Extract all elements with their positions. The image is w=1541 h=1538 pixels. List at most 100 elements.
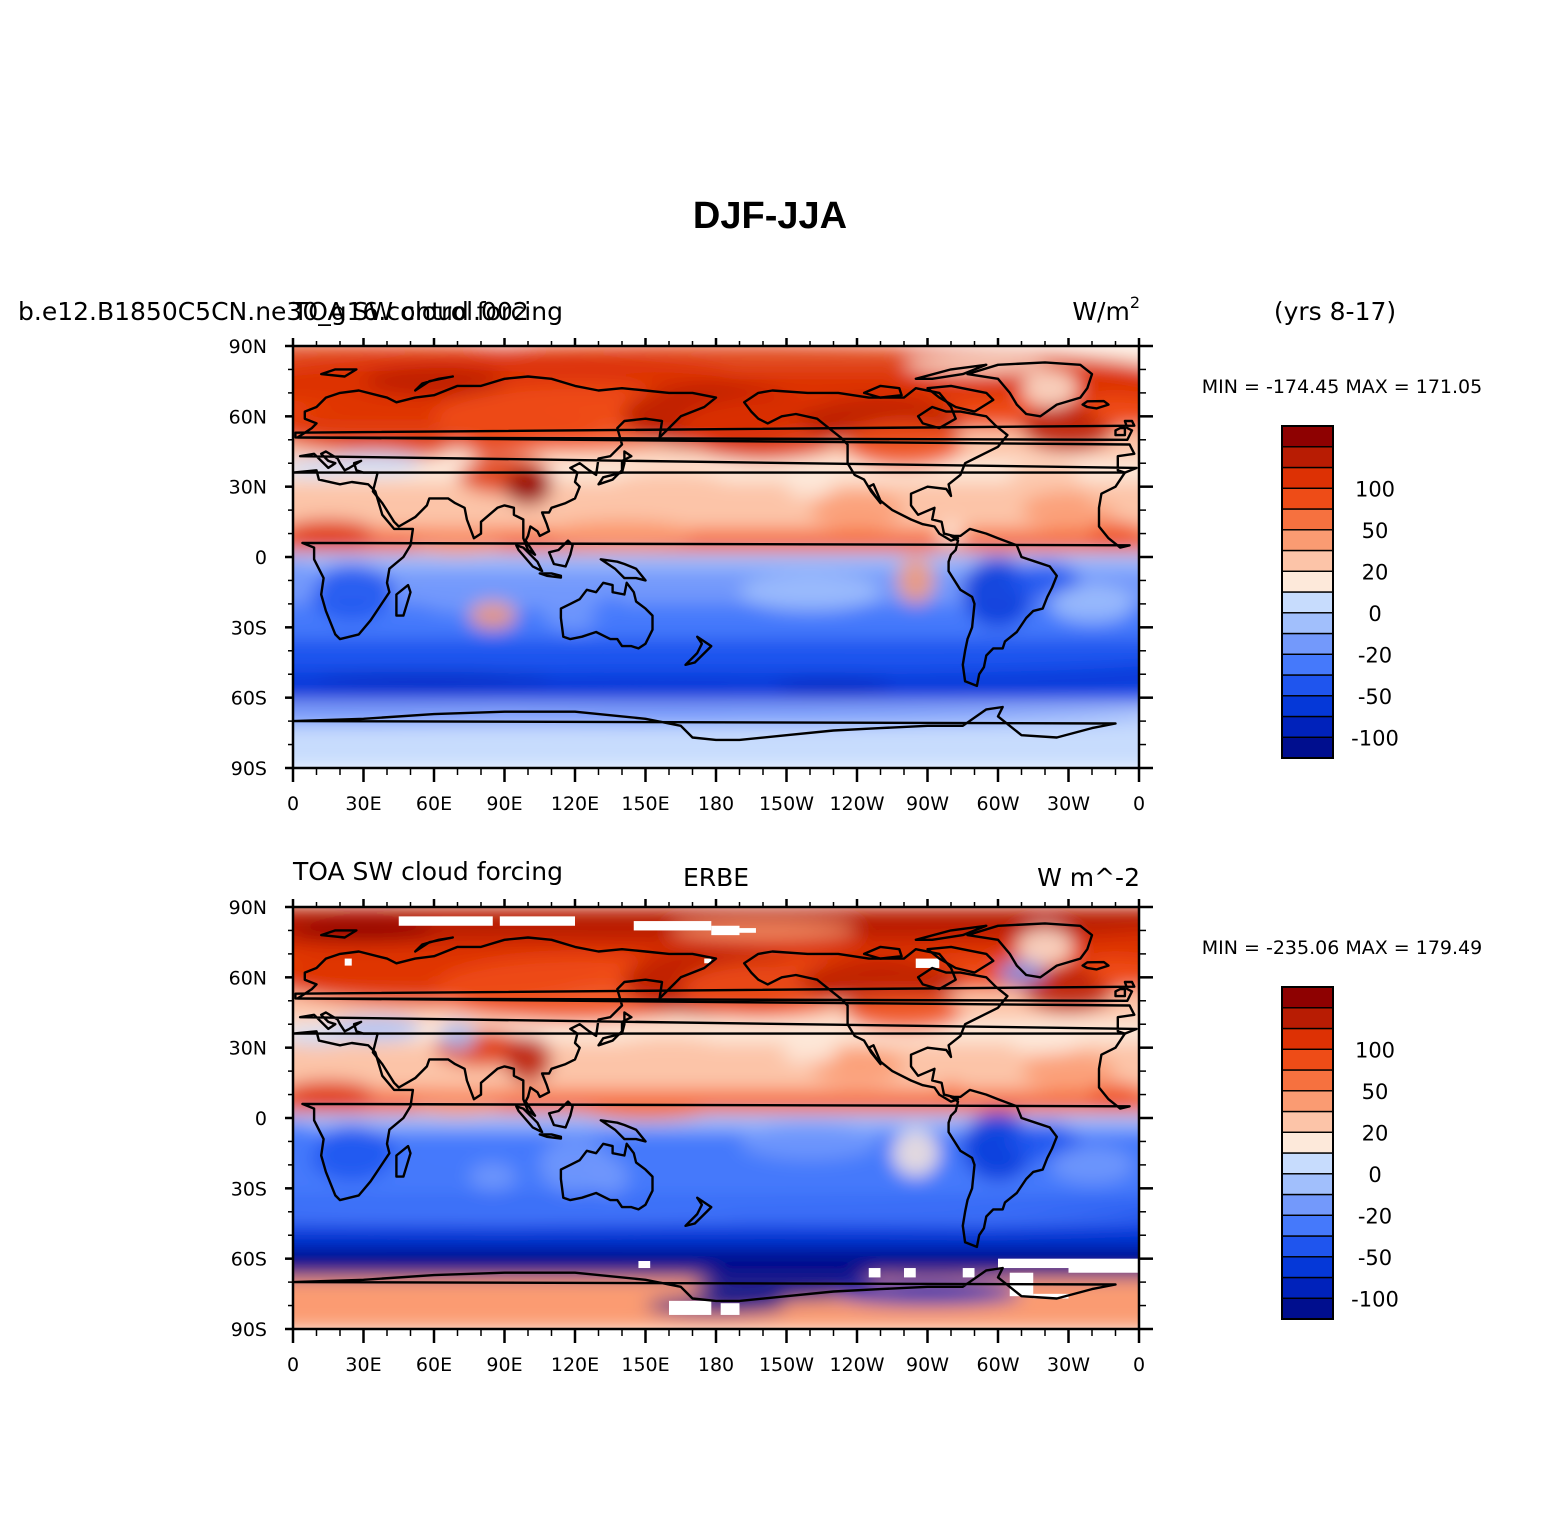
lat-tick-label: 30S <box>231 617 267 639</box>
colorbar-swatch <box>1281 508 1334 531</box>
lon-tick-label: 60W <box>977 793 1020 815</box>
lat-tick-label: 90N <box>229 336 267 358</box>
lon-tick-label: 60W <box>977 1354 1020 1376</box>
panel-right-title: (yrs 8-17) <box>1274 297 1396 326</box>
colorbar-swatch <box>1281 549 1334 572</box>
lat-tick-label: 60S <box>231 688 267 710</box>
colorbar-swatch <box>1281 466 1334 489</box>
lon-tick-label: 150E <box>621 1354 669 1376</box>
lat-tick-label: 60N <box>229 967 267 989</box>
colorbar-swatch <box>1281 1027 1334 1050</box>
lat-tick-label: 0 <box>255 547 267 569</box>
colorbar: 100 50 20 0 -20 -50 -100 <box>1281 425 1399 759</box>
panel-obs: 90N 60N 30N 0 30S 60S 90S 0 30E 60E 90E 120E 150E 180… <box>229 857 1483 1376</box>
colorbar-swatch <box>1281 1235 1334 1258</box>
colorbar-swatch <box>1281 1152 1334 1175</box>
colorbar-swatch <box>1281 1048 1334 1071</box>
lat-tick-label: 30N <box>229 477 267 499</box>
colorbar-swatch <box>1281 1276 1334 1299</box>
colorbar: 100 50 20 0 -20 -50 -100 <box>1281 986 1399 1320</box>
colorbar-swatch <box>1281 1173 1334 1196</box>
colorbar-label: -100 <box>1351 1287 1399 1311</box>
lon-tick-label: 30W <box>1047 1354 1090 1376</box>
colorbar-swatch <box>1281 425 1334 448</box>
panel-left-title: b.e12.B1850C5CN.ne30_g16.control.002 <box>18 297 529 326</box>
colorbar-swatch <box>1281 1297 1334 1320</box>
panel-model: 90N 60N 30N 0 30S 60S 90S 0 30E 60E 90E 120E 150E 180… <box>18 293 1482 815</box>
colorbar-swatch <box>1281 736 1334 759</box>
lon-tick-label: 120E <box>551 1354 599 1376</box>
panel-left-title: TOA SW cloud forcing <box>292 857 563 886</box>
colorbar-swatch <box>1281 1131 1334 1154</box>
colorbar-swatch <box>1281 986 1334 1009</box>
panel-units: W m^-2 <box>1037 863 1140 892</box>
colorbar-label: -20 <box>1358 643 1392 667</box>
colorbar-label: 100 <box>1355 1038 1395 1062</box>
coastlines <box>293 361 1139 742</box>
colorbar-label: 0 <box>1368 1163 1381 1187</box>
lon-tick-label: 0 <box>287 1354 299 1376</box>
lat-tick-label: 0 <box>255 1108 267 1130</box>
lon-tick-label: 30E <box>345 1354 381 1376</box>
field-map-model <box>293 346 1139 768</box>
colorbar-label: 0 <box>1368 602 1381 626</box>
colorbar-swatch <box>1281 1214 1334 1237</box>
colorbar-swatch <box>1281 1090 1334 1113</box>
colorbar-label: -50 <box>1358 1246 1392 1270</box>
colorbar-swatch <box>1281 1069 1334 1092</box>
lon-tick-label: 0 <box>287 793 299 815</box>
lon-tick-label: 90E <box>486 1354 522 1376</box>
colorbar-swatch <box>1281 653 1334 676</box>
lon-tick-label: 30W <box>1047 793 1090 815</box>
colorbar-label: -100 <box>1351 726 1399 750</box>
colorbar-label: 20 <box>1362 560 1389 584</box>
lon-tick-label: 60E <box>416 1354 452 1376</box>
lat-tick-label: 90S <box>231 758 267 780</box>
lon-tick-label: 0 <box>1133 793 1145 815</box>
colorbar-swatch <box>1281 1256 1334 1279</box>
colorbar-swatch <box>1281 632 1334 655</box>
panel-minmax: MIN = -174.45 MAX = 171.05 <box>1202 376 1482 398</box>
lon-tick-label: 90W <box>906 793 949 815</box>
lat-tick-label: 90S <box>231 1319 267 1341</box>
colorbar-label: 100 <box>1355 477 1395 501</box>
lat-tick-label: 90N <box>229 897 267 919</box>
colorbar-swatch <box>1281 715 1334 738</box>
map-ticks: 90N 60N 30N 0 30S 60S 90S 0 30E 60E 90E 120E 150E 180… <box>229 897 1153 1376</box>
colorbar-swatch <box>1281 487 1334 510</box>
colorbar-label: -50 <box>1358 685 1392 709</box>
colorbar-label: 50 <box>1362 1080 1389 1104</box>
map-ticks: 90N 60N 30N 0 30S 60S 90S 0 30E 60E 90E 120E 150E 180… <box>229 336 1153 815</box>
field-map-obs <box>293 907 1139 1329</box>
lon-tick-label: 120W <box>829 793 884 815</box>
colorbar-label: 50 <box>1362 519 1389 543</box>
lat-tick-label: 30S <box>231 1178 267 1200</box>
panel-center-title: ERBE <box>683 863 749 892</box>
colorbar-swatch <box>1281 695 1334 718</box>
colorbar-swatch <box>1281 674 1334 697</box>
colorbar-swatch <box>1281 1110 1334 1133</box>
colorbar-swatch <box>1281 529 1334 552</box>
lon-tick-label: 150W <box>759 1354 814 1376</box>
lat-tick-label: 60N <box>229 406 267 428</box>
lon-tick-label: 60E <box>416 793 452 815</box>
lon-tick-label: 150E <box>621 793 669 815</box>
panel-units: W/m2 <box>1072 293 1140 326</box>
colorbar-swatch <box>1281 570 1334 593</box>
lon-tick-label: 180 <box>698 793 734 815</box>
lon-tick-label: 90E <box>486 793 522 815</box>
colorbar-swatch <box>1281 1193 1334 1216</box>
lon-tick-label: 0 <box>1133 1354 1145 1376</box>
lat-tick-label: 60S <box>231 1249 267 1271</box>
lon-tick-label: 30E <box>345 793 381 815</box>
lat-tick-label: 30N <box>229 1038 267 1060</box>
lon-tick-label: 180 <box>698 1354 734 1376</box>
colorbar-swatch <box>1281 612 1334 635</box>
colorbar-label: 20 <box>1362 1121 1389 1145</box>
colorbar-swatch <box>1281 1007 1334 1030</box>
figure-title: DJF-JJA <box>693 195 847 237</box>
lon-tick-label: 120W <box>829 1354 884 1376</box>
lon-tick-label: 150W <box>759 793 814 815</box>
colorbar-label: -20 <box>1358 1204 1392 1228</box>
